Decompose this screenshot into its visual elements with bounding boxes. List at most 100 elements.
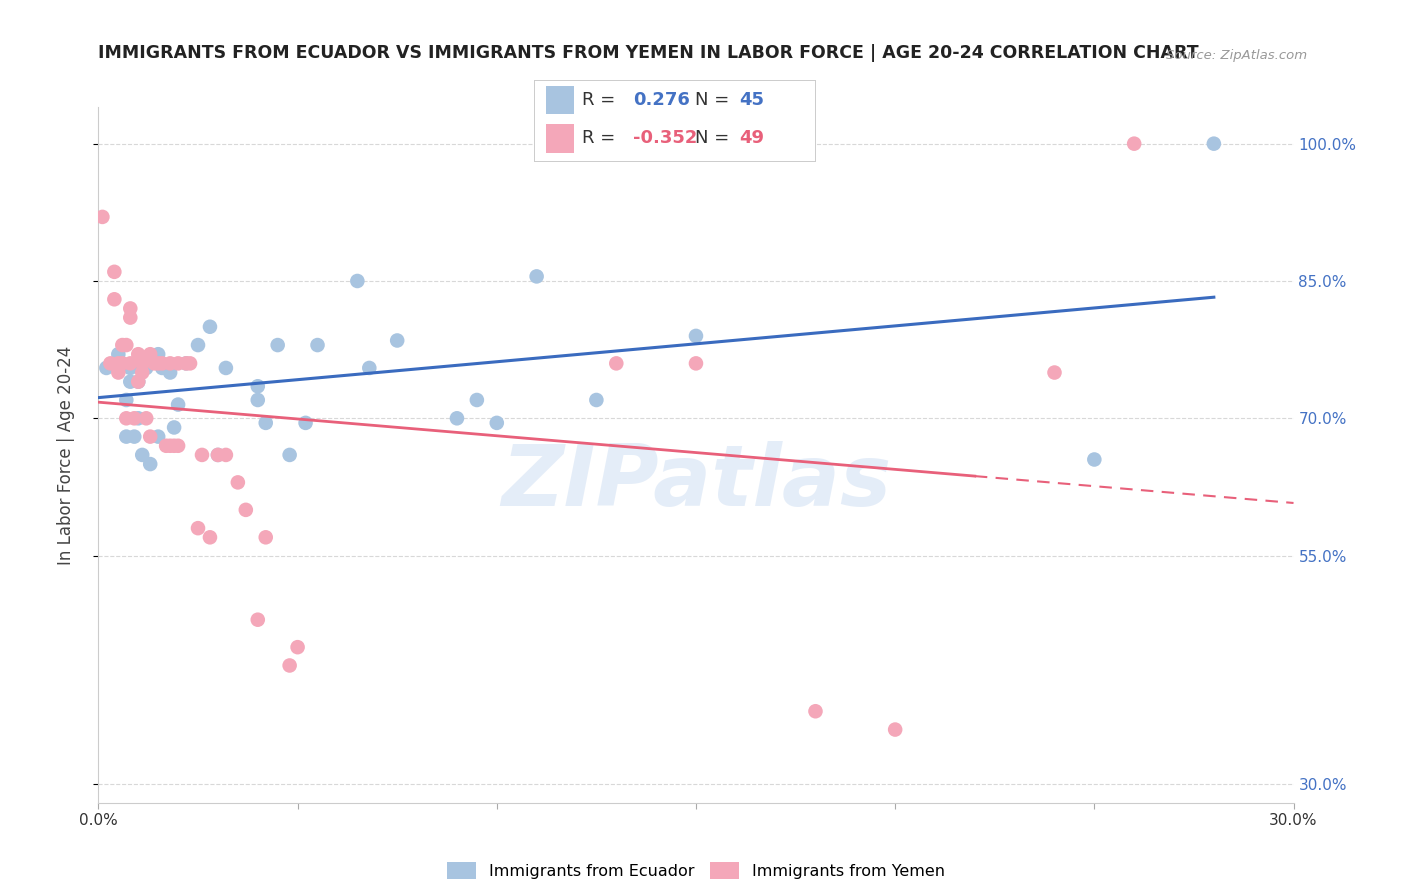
- Point: [120, 356, 142, 370]
- Point: [159, 356, 181, 370]
- FancyBboxPatch shape: [546, 125, 574, 153]
- Point: [278, 658, 301, 673]
- Point: [159, 366, 181, 380]
- Legend: Immigrants from Ecuador, Immigrants from Yemen: Immigrants from Ecuador, Immigrants from…: [441, 856, 950, 885]
- Point: [139, 429, 162, 443]
- Point: [155, 439, 177, 453]
- Point: [215, 361, 238, 376]
- Point: [246, 392, 269, 407]
- Point: [287, 640, 309, 655]
- Point: [115, 411, 138, 425]
- Point: [267, 338, 290, 352]
- Point: [107, 356, 129, 370]
- Point: [150, 361, 173, 376]
- Point: [359, 361, 381, 376]
- Point: [685, 329, 707, 343]
- Point: [124, 356, 146, 370]
- Point: [485, 416, 508, 430]
- Point: [278, 448, 301, 462]
- Point: [446, 411, 468, 425]
- Point: [884, 723, 907, 737]
- Text: R =: R =: [582, 129, 621, 147]
- Point: [150, 356, 173, 370]
- Point: [131, 448, 153, 462]
- Text: R =: R =: [582, 91, 621, 110]
- Point: [167, 439, 190, 453]
- Point: [163, 439, 186, 453]
- Point: [111, 338, 134, 352]
- Point: [179, 356, 201, 370]
- Point: [254, 416, 277, 430]
- Point: [103, 265, 125, 279]
- Point: [103, 293, 125, 307]
- Point: [207, 448, 229, 462]
- Text: 0.276: 0.276: [633, 91, 689, 110]
- Point: [115, 429, 138, 443]
- Point: [111, 356, 134, 370]
- Point: [127, 411, 149, 425]
- Point: [167, 398, 190, 412]
- Point: [804, 704, 827, 718]
- Point: [174, 356, 197, 370]
- Point: [465, 392, 488, 407]
- Point: [167, 356, 190, 370]
- Point: [159, 439, 181, 453]
- Point: [124, 411, 146, 425]
- Point: [235, 503, 257, 517]
- Text: N =: N =: [695, 91, 734, 110]
- FancyBboxPatch shape: [546, 86, 574, 114]
- Point: [526, 269, 548, 284]
- Point: [120, 301, 142, 316]
- Point: [685, 356, 707, 370]
- Point: [254, 530, 277, 544]
- Point: [107, 347, 129, 361]
- Text: 45: 45: [740, 91, 765, 110]
- Point: [107, 366, 129, 380]
- Point: [148, 347, 170, 361]
- Point: [131, 366, 153, 380]
- Point: [143, 356, 166, 370]
- Text: IMMIGRANTS FROM ECUADOR VS IMMIGRANTS FROM YEMEN IN LABOR FORCE | AGE 20-24 CORR: IMMIGRANTS FROM ECUADOR VS IMMIGRANTS FR…: [98, 45, 1199, 62]
- Point: [346, 274, 368, 288]
- Point: [605, 356, 627, 370]
- Point: [127, 375, 149, 389]
- Point: [585, 392, 607, 407]
- Point: [1202, 136, 1225, 151]
- Point: [131, 356, 153, 370]
- Text: ZIPatlas: ZIPatlas: [501, 442, 891, 524]
- Point: [96, 361, 118, 376]
- Point: [191, 448, 214, 462]
- Point: [115, 392, 138, 407]
- Text: 49: 49: [740, 129, 765, 147]
- Point: [1083, 452, 1105, 467]
- Text: -0.352: -0.352: [633, 129, 697, 147]
- Point: [187, 338, 209, 352]
- Point: [174, 356, 197, 370]
- Point: [385, 334, 409, 348]
- Point: [148, 429, 170, 443]
- Y-axis label: In Labor Force | Age 20-24: In Labor Force | Age 20-24: [56, 345, 75, 565]
- Point: [187, 521, 209, 535]
- Point: [215, 448, 238, 462]
- Point: [139, 347, 162, 361]
- Point: [107, 356, 129, 370]
- Point: [1123, 136, 1146, 151]
- Point: [163, 420, 186, 434]
- Point: [198, 530, 221, 544]
- Point: [307, 338, 329, 352]
- Point: [115, 338, 138, 352]
- Point: [100, 356, 122, 370]
- Point: [135, 361, 157, 376]
- Point: [207, 448, 229, 462]
- Point: [246, 613, 269, 627]
- Point: [1043, 366, 1066, 380]
- Point: [120, 361, 142, 376]
- Point: [120, 310, 142, 325]
- Point: [135, 411, 157, 425]
- Point: [198, 319, 221, 334]
- Point: [124, 429, 146, 443]
- Point: [127, 356, 149, 370]
- Point: [246, 379, 269, 393]
- Point: [127, 347, 149, 361]
- Point: [155, 361, 177, 376]
